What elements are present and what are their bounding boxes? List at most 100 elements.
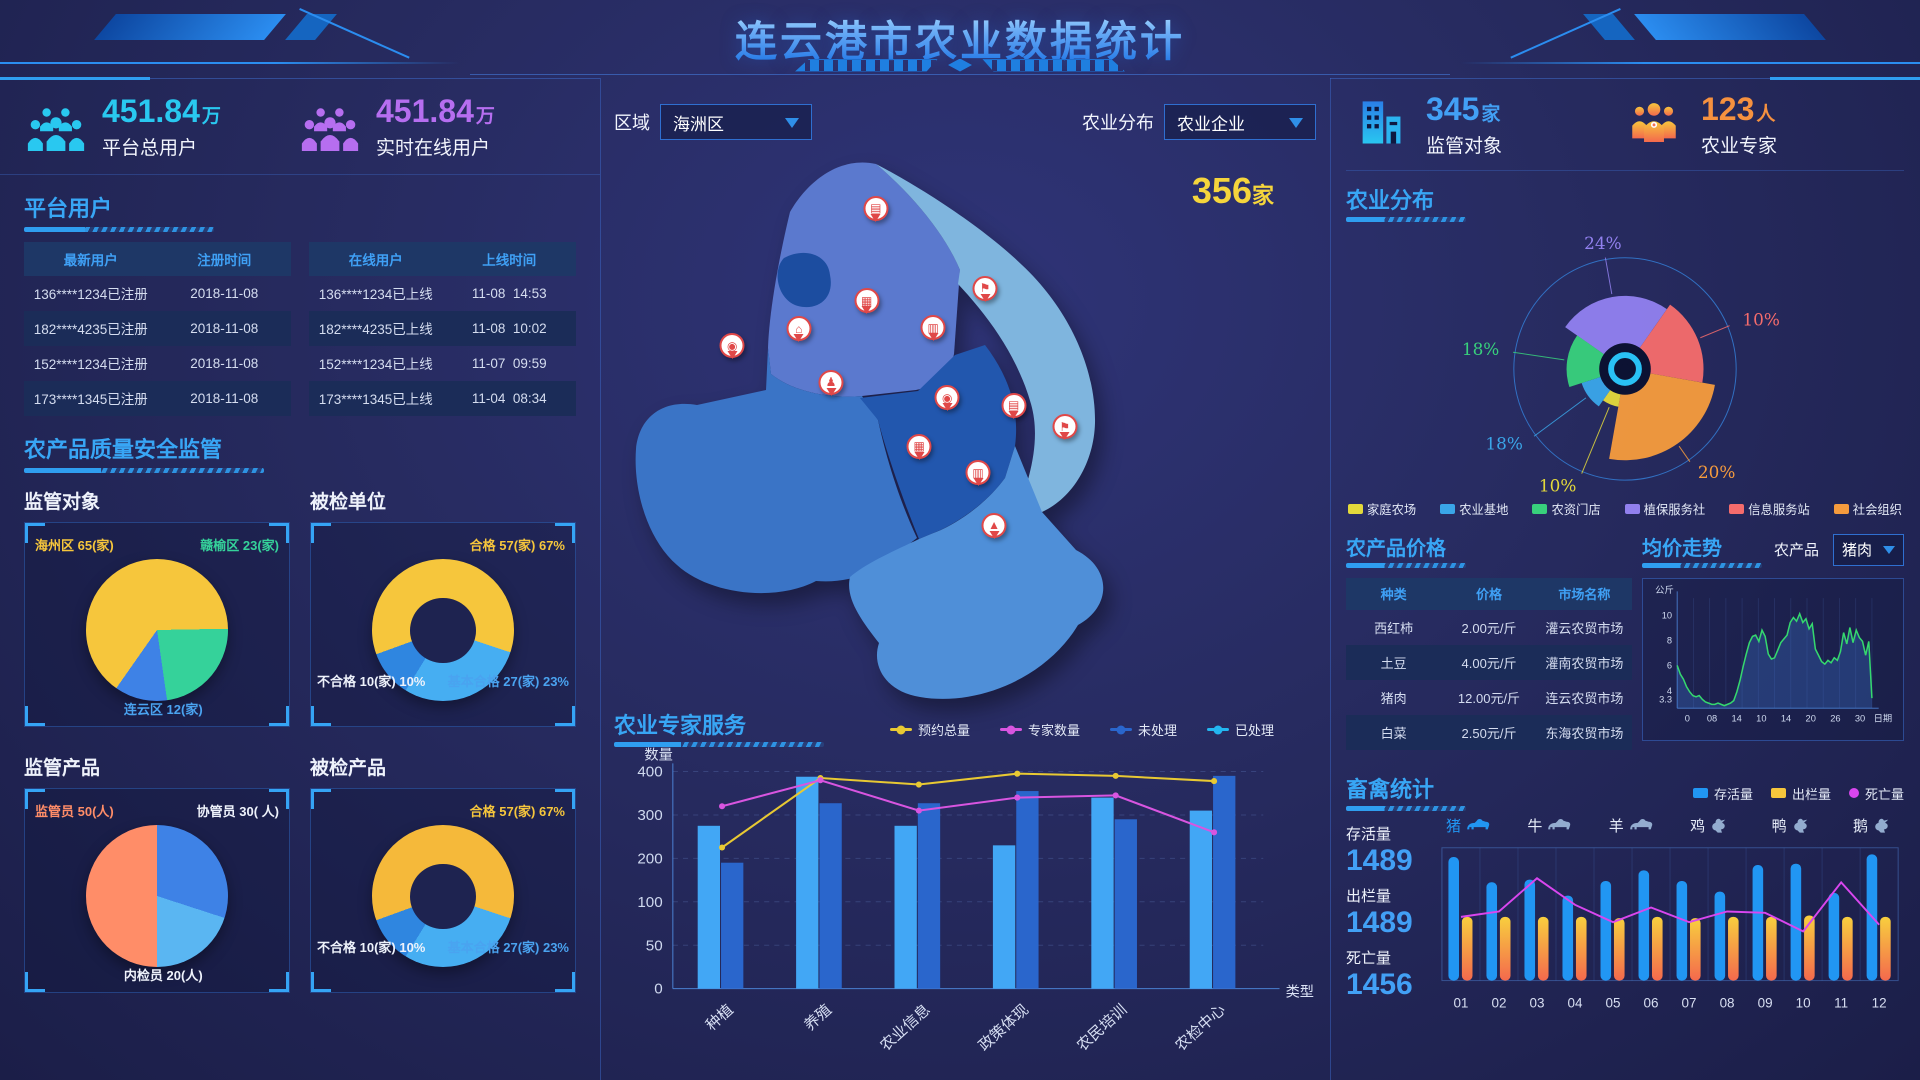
- map-district-northwest[interactable]: [768, 162, 960, 397]
- header-ornament: [795, 57, 1125, 73]
- svg-text:8: 8: [1667, 635, 1672, 645]
- legend-item[interactable]: 社会组织: [1833, 500, 1902, 518]
- animal-filter[interactable]: 猪: [1446, 815, 1491, 836]
- table-row: 152****1234已注册 2018-11-08: [33, 355, 259, 373]
- pie-label: 合格 57(家) 67%: [469, 803, 565, 819]
- svg-text:03: 03: [1529, 995, 1544, 1010]
- expert-service-section: 农业专家服务 预约总量 专家数量 未处理 已处理 0 50 100 200 300 400 数量类…: [614, 708, 1320, 1072]
- map-pin[interactable]: ⚑: [1052, 414, 1078, 440]
- pie-label: 基本合格 27(家) 23%: [447, 673, 569, 689]
- pie-label: 赣榆区 23(家): [200, 537, 279, 553]
- stat-online-users: 451.84 万 实时在线用户: [300, 94, 574, 160]
- table-row: 182****4235已注册 2018-11-08: [24, 310, 291, 346]
- title-decoration: [1642, 562, 1762, 568]
- map-pin[interactable]: ◉: [719, 333, 745, 358]
- legend-item[interactable]: 出栏量: [1770, 784, 1831, 803]
- svg-text:14: 14: [1781, 713, 1791, 723]
- map-coastal-district[interactable]: [876, 164, 1096, 522]
- map-pin[interactable]: ▥: [920, 315, 946, 341]
- chart-subtitle: 被检产品: [310, 757, 387, 779]
- svg-text:10: 10: [1756, 713, 1766, 723]
- livestock-body: 存活量 1489 出栏量 1489 死亡量 1456 猪 牛 羊 鸡 鸭 鹅 01 02 03…: [1346, 813, 1904, 1023]
- map-lake: [777, 252, 831, 308]
- map-pin[interactable]: ◉: [934, 385, 960, 411]
- map-pin[interactable]: ▦: [854, 288, 880, 314]
- svg-text:11: 11: [1834, 995, 1848, 1010]
- svg-text:农民培训: 农民培训: [1074, 1001, 1131, 1054]
- svg-text:50: 50: [646, 937, 663, 954]
- title-decoration: [1346, 562, 1466, 568]
- table-row: 白菜 2.50元/斤 东海农贸市场: [1346, 714, 1632, 750]
- section-title-expert-service: 农业专家服务: [614, 713, 747, 738]
- table-row: 西红柿 2.00元/斤 灌云农贸市场: [1374, 620, 1624, 636]
- stat-value: 345 家: [1426, 91, 1501, 127]
- product-select[interactable]: 猪肉: [1833, 533, 1904, 566]
- left-panel: 451.84 万 平台总用户 451.84 万 实时在线用户 平台用户 最新用户 注册…: [0, 77, 600, 1080]
- map-pin[interactable]: ▦: [906, 433, 932, 459]
- corner-bracket-box: 合格 57(家) 67% 基本合格 27(家) 23% 不合格 10(家) 10%: [310, 521, 576, 727]
- stat-alive: 存活量 1489: [1346, 825, 1413, 877]
- animal-name: 牛: [1527, 817, 1543, 835]
- chevron-down-icon: [1289, 118, 1303, 135]
- map-district-south[interactable]: [849, 446, 1104, 699]
- animal-filter[interactable]: 鸡: [1690, 815, 1735, 836]
- legend-item[interactable]: 家庭农场: [1348, 500, 1416, 518]
- map-pin[interactable]: ▤: [1001, 392, 1027, 418]
- map-pin[interactable]: ♟: [818, 369, 844, 395]
- price-trend-chart: 公斤 10 8 6 43.3 0 08 14 10 14 20 26 30 日期: [1655, 585, 1892, 724]
- svg-text:05: 05: [1606, 995, 1621, 1010]
- price-table: 种类 价格 市场名称 西红柿 2.00元/斤 灌云农贸市场 土豆 4.00元/斤 灌南农贸市场猪…: [1346, 577, 1632, 750]
- animal-filter[interactable]: 牛: [1527, 815, 1572, 836]
- region-select[interactable]: 海洲区: [660, 104, 812, 140]
- svg-text:14: 14: [1732, 713, 1742, 723]
- legend-item[interactable]: 农业基地: [1440, 500, 1508, 518]
- legend-item[interactable]: 植保服务社: [1624, 500, 1705, 518]
- map-pin[interactable]: ▤: [863, 195, 889, 221]
- donut-chart: [372, 559, 514, 702]
- legend-item[interactable]: 存活量: [1692, 784, 1753, 803]
- legend-item[interactable]: 已处理: [1207, 720, 1274, 739]
- legend-item[interactable]: 死亡量: [1848, 784, 1904, 803]
- stat-label: 农业专家: [1701, 135, 1778, 157]
- legend-item[interactable]: 未处理: [1110, 720, 1177, 739]
- platform-stats: 451.84 万 平台总用户 451.84 万 实时在线用户: [0, 79, 600, 175]
- quality-charts-grid: 监管对象 海州区 65(家) 赣榆区 23(家) 连云区 12(家) 被检单位 合格…: [24, 483, 576, 993]
- svg-text:20%: 20%: [1698, 462, 1735, 482]
- svg-text:08: 08: [1707, 713, 1717, 723]
- svg-text:06: 06: [1644, 995, 1659, 1010]
- animal-filter[interactable]: 鹅: [1853, 815, 1898, 836]
- table-row: 土豆 4.00元/斤 灌南农贸市场: [1346, 644, 1632, 680]
- chart-subtitle: 被检单位: [310, 491, 387, 513]
- map-pin[interactable]: ▥: [965, 460, 991, 486]
- svg-text:30: 30: [1855, 713, 1865, 723]
- pie-label: 不合格 10(家) 10%: [317, 673, 426, 689]
- corner-bracket-box: 监管员 50(人) 协管员 30( 人) 内检员 20(人): [24, 787, 290, 993]
- map-pin[interactable]: ▲: [981, 512, 1007, 538]
- svg-text:18%: 18%: [1462, 339, 1499, 359]
- map-pin[interactable]: ⌂: [786, 316, 812, 342]
- users-group-icon: [300, 104, 360, 151]
- chart-subtitle: 监管产品: [24, 757, 101, 779]
- legend-item[interactable]: 预约总量: [889, 720, 970, 739]
- map-district-west[interactable]: [635, 348, 917, 594]
- table-row: 173****1345已上线 11-04 08:34: [309, 380, 576, 416]
- poultry-icon: [1875, 818, 1889, 833]
- chevron-down-icon: [785, 118, 799, 135]
- legend-item[interactable]: 农资门店: [1532, 500, 1601, 518]
- animal-filter[interactable]: 鸭: [1772, 815, 1817, 836]
- pie-label: 协管员 30( 人): [196, 803, 279, 819]
- col-header: 在线用户: [309, 241, 443, 276]
- section-title-platform-users: 平台用户: [24, 195, 113, 221]
- title-decoration: [1346, 805, 1466, 811]
- svg-text:10: 10: [1662, 610, 1672, 620]
- map-pin[interactable]: ⚑: [972, 275, 998, 301]
- svg-text:01: 01: [1453, 995, 1468, 1010]
- legend-item[interactable]: 信息服务站: [1729, 500, 1810, 518]
- distribution-select[interactable]: 农业企业: [1164, 104, 1316, 140]
- col-header: 市场名称: [1536, 577, 1632, 610]
- legend-item[interactable]: 专家数量: [999, 720, 1080, 739]
- animal-filter[interactable]: 羊: [1609, 815, 1654, 836]
- corner-bracket-box: 合格 57(家) 67% 基本合格 27(家) 23% 不合格 10(家) 10%: [310, 787, 576, 993]
- chart-inspected-products: 被检产品 合格 57(家) 67% 基本合格 27(家) 23% 不合格 10(家)…: [310, 749, 576, 993]
